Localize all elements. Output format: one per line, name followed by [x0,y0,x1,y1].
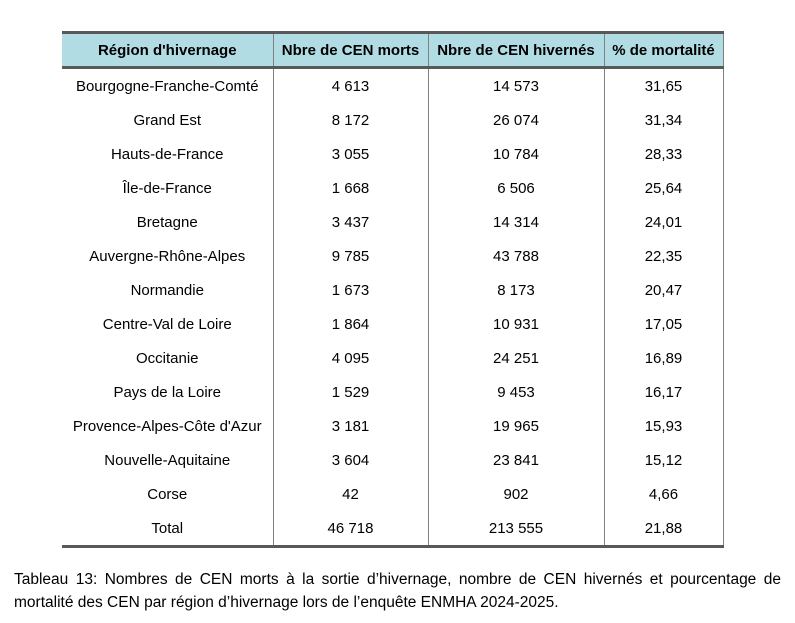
cell-region: Normandie [62,273,274,307]
cell-region: Corse [62,477,274,511]
cell-cen-hivernes: 14 573 [428,67,605,103]
cell-cen-hivernes: 26 074 [428,103,605,137]
table-row: Centre-Val de Loire 1 864 10 931 17,05 [62,307,724,341]
cell-region: Île-de-France [62,171,274,205]
cell-mortalite: 16,17 [604,375,724,409]
cell-cen-morts: 1 864 [273,307,429,341]
cell-cen-hivernes: 24 251 [428,341,605,375]
cell-mortalite: 16,89 [604,341,724,375]
cell-region: Pays de la Loire [62,375,274,409]
cell-cen-hivernes: 14 314 [428,205,605,239]
cell-cen-morts: 3 181 [273,409,429,443]
cell-cen-morts: 8 172 [273,103,429,137]
table-header-row: Région d'hivernage Nbre de CEN morts Nbr… [62,31,724,69]
cell-mortalite: 15,12 [604,443,724,477]
table-row: Hauts-de-France 3 055 10 784 28,33 [62,137,724,171]
cell-cen-hivernes: 9 453 [428,375,605,409]
table-row: Corse 42 902 4,66 [62,477,724,511]
cell-cen-morts: 3 055 [273,137,429,171]
table-row: Auvergne-Rhône-Alpes 9 785 43 788 22,35 [62,239,724,273]
cell-mortalite: 31,34 [604,103,724,137]
cell-region: Hauts-de-France [62,137,274,171]
cell-mortalite: 28,33 [604,137,724,171]
mortality-table: Région d'hivernage Nbre de CEN morts Nbr… [62,31,724,548]
header-mortalite: % de mortalité [604,31,724,69]
cell-region: Bourgogne-Franche-Comté [62,67,274,103]
cell-cen-morts: 46 718 [273,511,429,547]
cell-cen-hivernes: 6 506 [428,171,605,205]
cell-cen-morts: 4 095 [273,341,429,375]
table-row: Normandie 1 673 8 173 20,47 [62,273,724,307]
cell-region: Centre-Val de Loire [62,307,274,341]
table-row: Nouvelle-Aquitaine 3 604 23 841 15,12 [62,443,724,477]
cell-mortalite: 15,93 [604,409,724,443]
table-row: Grand Est 8 172 26 074 31,34 [62,103,724,137]
table-caption: Tableau 13: Nombres de CEN morts à la so… [14,570,781,611]
cell-cen-morts: 4 613 [273,67,429,103]
table-body: Bourgogne-Franche-Comté 4 613 14 573 31,65 G… [62,67,724,547]
cell-cen-hivernes: 213 555 [428,511,605,547]
header-region: Région d'hivernage [62,31,274,69]
cell-mortalite: 20,47 [604,273,724,307]
cell-mortalite: 31,65 [604,67,724,103]
table-row: Bourgogne-Franche-Comté 4 613 14 573 31,65 [62,67,724,103]
cell-mortalite: 25,64 [604,171,724,205]
cell-cen-hivernes: 10 931 [428,307,605,341]
cell-cen-morts: 1 529 [273,375,429,409]
cell-mortalite: 4,66 [604,477,724,511]
cell-region: Grand Est [62,103,274,137]
cell-cen-morts: 1 673 [273,273,429,307]
cell-cen-morts: 42 [273,477,429,511]
cell-cen-hivernes: 19 965 [428,409,605,443]
table-row: Île-de-France 1 668 6 506 25,64 [62,171,724,205]
table-row: Total 46 718 213 555 21,88 [62,511,724,547]
table-row: Bretagne 3 437 14 314 24,01 [62,205,724,239]
table-row: Occitanie 4 095 24 251 16,89 [62,341,724,375]
cell-mortalite: 21,88 [604,511,724,547]
table-row: Pays de la Loire 1 529 9 453 16,17 [62,375,724,409]
cell-cen-hivernes: 23 841 [428,443,605,477]
cell-region: Nouvelle-Aquitaine [62,443,274,477]
cell-cen-morts: 3 437 [273,205,429,239]
header-cen-morts: Nbre de CEN morts [273,31,429,69]
table-row: Provence-Alpes-Côte d'Azur 3 181 19 965 15,… [62,409,724,443]
cell-mortalite: 17,05 [604,307,724,341]
cell-region: Bretagne [62,205,274,239]
cell-cen-hivernes: 8 173 [428,273,605,307]
cell-region: Total [62,511,274,547]
cell-cen-morts: 3 604 [273,443,429,477]
cell-region: Provence-Alpes-Côte d'Azur [62,409,274,443]
cell-cen-hivernes: 10 784 [428,137,605,171]
cell-cen-hivernes: 43 788 [428,239,605,273]
cell-cen-morts: 1 668 [273,171,429,205]
header-cen-hivernes: Nbre de CEN hivernés [428,31,605,69]
cell-mortalite: 24,01 [604,205,724,239]
cell-region: Auvergne-Rhône-Alpes [62,239,274,273]
cell-region: Occitanie [62,341,274,375]
cell-cen-hivernes: 902 [428,477,605,511]
cell-mortalite: 22,35 [604,239,724,273]
cell-cen-morts: 9 785 [273,239,429,273]
